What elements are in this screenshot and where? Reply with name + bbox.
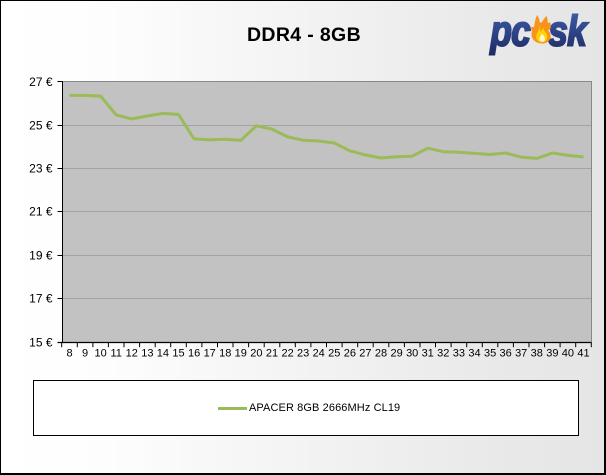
svg-text:10: 10 xyxy=(94,348,106,360)
svg-text:41: 41 xyxy=(577,348,589,360)
svg-text:27: 27 xyxy=(359,348,371,360)
svg-text:23 €: 23 € xyxy=(29,161,53,175)
svg-text:21: 21 xyxy=(266,348,278,360)
svg-text:15: 15 xyxy=(172,348,184,360)
svg-text:31: 31 xyxy=(422,348,434,360)
svg-text:11: 11 xyxy=(110,348,121,360)
svg-text:18: 18 xyxy=(219,348,231,360)
svg-text:37: 37 xyxy=(515,348,527,360)
svg-text:pc: pc xyxy=(490,8,531,55)
svg-text:26: 26 xyxy=(344,348,356,360)
svg-text:13: 13 xyxy=(141,348,153,360)
svg-text:9: 9 xyxy=(82,348,88,360)
svg-text:39: 39 xyxy=(546,348,558,360)
svg-text:14: 14 xyxy=(157,348,169,360)
svg-text:34: 34 xyxy=(468,348,480,360)
svg-text:25: 25 xyxy=(328,348,340,360)
svg-text:32: 32 xyxy=(437,348,449,360)
svg-text:25 €: 25 € xyxy=(29,118,53,132)
svg-text:40: 40 xyxy=(562,348,574,360)
svg-text:19 €: 19 € xyxy=(29,248,53,262)
svg-text:24: 24 xyxy=(313,348,325,360)
svg-text:38: 38 xyxy=(531,348,543,360)
svg-text:28: 28 xyxy=(375,348,387,360)
svg-text:30: 30 xyxy=(406,348,418,360)
svg-text:19: 19 xyxy=(235,348,247,360)
svg-text:27 €: 27 € xyxy=(29,75,53,89)
svg-text:sk: sk xyxy=(548,8,588,55)
svg-text:22: 22 xyxy=(281,348,293,360)
svg-text:21 €: 21 € xyxy=(29,204,53,218)
svg-text:12: 12 xyxy=(126,348,138,360)
svg-text:20: 20 xyxy=(250,348,262,360)
svg-text:33: 33 xyxy=(453,348,465,360)
svg-text:17: 17 xyxy=(204,348,216,360)
svg-text:23: 23 xyxy=(297,348,309,360)
svg-text:17 €: 17 € xyxy=(29,291,53,305)
svg-text:16: 16 xyxy=(188,348,200,360)
svg-text:15 €: 15 € xyxy=(29,335,53,349)
svg-text:36: 36 xyxy=(499,348,511,360)
svg-text:29: 29 xyxy=(390,348,402,360)
svg-text:8: 8 xyxy=(66,348,72,360)
svg-text:35: 35 xyxy=(484,348,496,360)
